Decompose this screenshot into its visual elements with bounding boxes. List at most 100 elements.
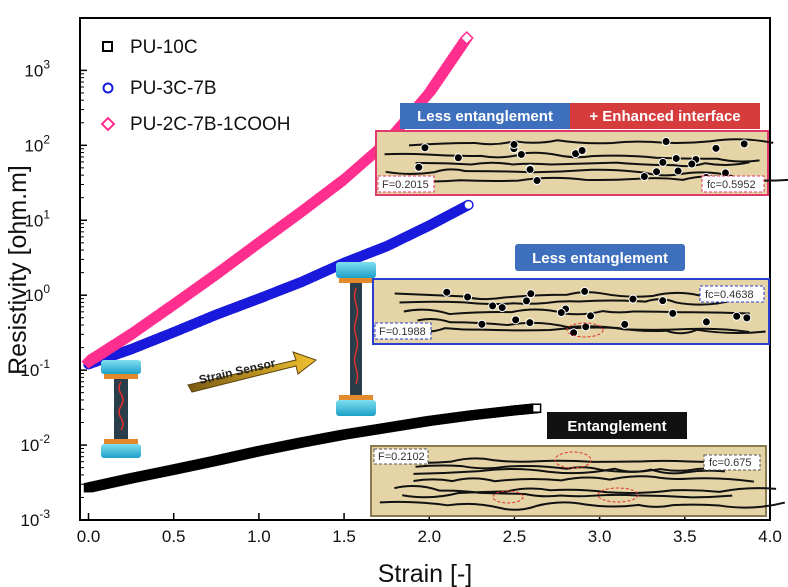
entanglement-highlight	[566, 322, 604, 338]
panel-top-header-right-bg	[570, 103, 760, 129]
filler-particle	[661, 137, 671, 147]
series-layer	[81, 30, 542, 493]
strain-sensor-arrow: Strain Sensor	[187, 351, 318, 393]
panel-bot-header-bg	[547, 412, 687, 439]
filler-particle	[652, 167, 662, 177]
filler-particle	[525, 164, 535, 174]
filler-particle	[628, 294, 638, 304]
x-tick-label: 2.5	[503, 527, 527, 546]
series-pu-3c-7b	[83, 199, 474, 370]
panel-bot-header: Entanglement	[567, 418, 666, 435]
filler-particle	[673, 166, 683, 176]
x-tick-label: 2.0	[417, 527, 441, 546]
x-axis-label: Strain [-]	[378, 560, 472, 587]
polymer-chain	[402, 487, 777, 499]
filler-particle	[742, 313, 752, 323]
filler-particle	[732, 311, 742, 321]
filler-particle	[521, 296, 531, 306]
polymer-chain	[408, 138, 774, 147]
filler-particle	[701, 317, 711, 327]
filler-particle	[639, 171, 649, 181]
panel-top-F-value: F=0.2015	[382, 179, 429, 191]
polymer-chain	[394, 485, 733, 499]
plot-frame	[79, 17, 771, 521]
filler-particle	[453, 153, 463, 163]
panel-top-header-left-bg	[400, 103, 570, 129]
x-tick-label: 4.0	[758, 527, 782, 546]
x-axis-ticks: 0.0 0.5 1.0 1.5 2.0 2.5 3.0 3.5 4.0	[77, 513, 782, 546]
filler-particle	[442, 287, 452, 297]
x-tick-label: 0.5	[162, 527, 186, 546]
sensor-unstretched	[101, 360, 141, 458]
y-tick-label: 102	[24, 132, 50, 155]
filler-particle	[668, 308, 678, 318]
legend-marker-pu-3c-7b	[102, 82, 114, 94]
filler-particle	[526, 289, 536, 299]
entanglement-highlight	[554, 451, 592, 469]
filler-particle	[511, 315, 521, 325]
entanglement-highlight	[492, 490, 524, 504]
y-axis-label: Resistivity [ohm.m]	[4, 165, 32, 375]
y-tick-label: 10-2	[20, 432, 50, 455]
panel-top-header-right: + Enhanced interface	[589, 108, 740, 125]
filler-particle	[671, 153, 681, 163]
panel-bot-fibers	[379, 457, 786, 511]
filler-particle	[463, 292, 473, 302]
sensor-stretched	[336, 262, 376, 416]
x-tick-label: 1.0	[247, 527, 271, 546]
polymer-chain	[379, 500, 786, 511]
x-tick-label: 1.5	[332, 527, 356, 546]
legend-label-pu-2c-7b-1cooh: PU-2C-7B-1COOH	[130, 114, 290, 135]
filler-particle	[687, 159, 697, 169]
polymer-chain	[399, 298, 737, 306]
panel-mid-header-bg	[515, 244, 685, 271]
panel-mid-F-value: F=0.1988	[379, 326, 426, 338]
filler-particle	[569, 328, 579, 338]
y-tick-label: 101	[24, 207, 50, 230]
x-tick-label: 3.5	[673, 527, 697, 546]
polymer-chain	[403, 308, 750, 316]
filler-particle	[516, 149, 526, 159]
filler-particle	[420, 143, 430, 153]
x-tick-label: 0.0	[77, 527, 101, 546]
filler-particle	[739, 139, 749, 149]
y-axis-ticks: 10-3 10-2 10-1 100 101 102 103	[20, 57, 87, 530]
strain-sensor-label: Strain Sensor	[198, 356, 277, 387]
legend-label-pu-3c-7b: PU-3C-7B	[130, 78, 217, 99]
data-point	[531, 403, 542, 413]
filler-particle	[580, 286, 590, 296]
polymer-chain	[417, 317, 750, 333]
panel-mid-header: Less entanglement	[532, 250, 668, 267]
legend-label-pu-10c: PU-10C	[130, 37, 198, 58]
polymer-chain	[381, 457, 749, 464]
series-pu-10c	[83, 403, 542, 493]
panel-bot-F-value: F=0.2102	[378, 451, 425, 463]
panel-bot-fc-value: fc=0.675	[709, 457, 752, 469]
filler-particle	[414, 162, 424, 172]
legend-marker-pu-2c-7b-1cooh	[100, 116, 116, 132]
filler-particle	[658, 296, 668, 306]
filler-particle	[556, 308, 566, 318]
y-tick-label: 10-1	[20, 357, 50, 380]
panel-entanglement: Entanglement F=0.2102 fc=0.675	[370, 412, 786, 517]
y-tick-label: 100	[24, 282, 50, 305]
y-tick-label: 103	[24, 57, 50, 80]
data-point	[463, 199, 474, 211]
filler-particle	[711, 143, 721, 153]
polymer-chain	[415, 464, 757, 473]
polymer-chain	[415, 161, 750, 168]
x-tick-label: 3.0	[588, 527, 612, 546]
panel-enhanced-interface: Less entanglement + Enhanced interface F…	[375, 103, 788, 196]
y-tick-label: 10-3	[20, 507, 50, 530]
filler-particle	[586, 311, 596, 321]
panel-top-fibers	[384, 137, 788, 186]
polymer-chain	[385, 168, 735, 178]
polymer-chain	[413, 467, 726, 475]
panel-top-fc-value: fc=0.5952	[707, 179, 756, 191]
filler-particle	[658, 157, 668, 167]
data-point	[459, 30, 474, 46]
strain-sensor-illustration: Strain Sensor	[101, 262, 376, 458]
filler-particle	[477, 319, 487, 329]
filler-particle	[581, 322, 591, 332]
